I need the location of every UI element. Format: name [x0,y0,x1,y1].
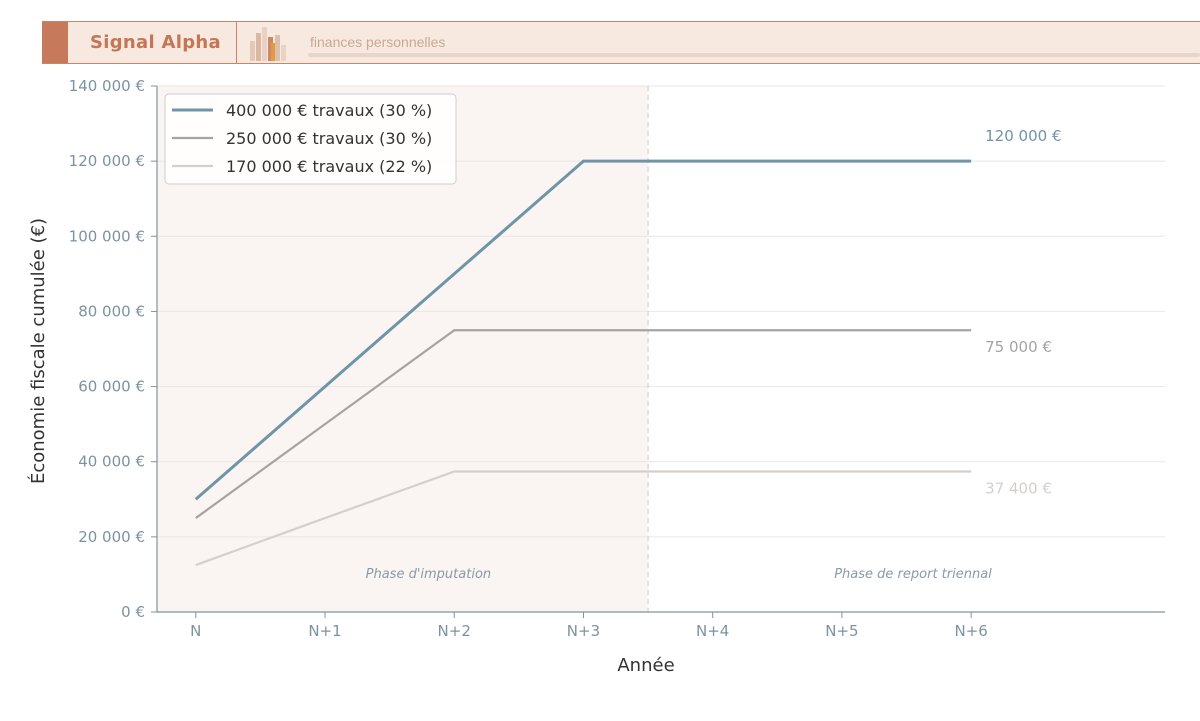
y-tick-label: 60 000 € [78,378,145,396]
x-tick-label: N+1 [308,622,341,640]
y-tick-label: 20 000 € [78,528,145,546]
x-tick-label: N+5 [825,622,858,640]
legend-box [164,93,457,185]
y-tick-label: 40 000 € [78,453,145,471]
legend-label-2: 170 000 € travaux (22 %) [226,157,432,176]
y-tick-label: 0 € [121,603,145,621]
end-label-1: 75 000 € [985,338,1052,356]
end-label-0: 120 000 € [985,127,1061,145]
brand-header: Signal Alpha finances personnelles [42,21,1200,64]
x-tick-label: N+3 [567,622,600,640]
end-label-2: 37 400 € [985,479,1052,497]
y-tick-label: 120 000 € [69,152,145,170]
y-tick-label: 140 000 € [69,77,145,95]
series-line-0 [194,159,972,501]
brand-tagline: finances personnelles [310,34,446,50]
phase-label-0: Phase d'imputation [366,567,492,582]
phase-labels: Phase d'imputation Phase de report trienn… [366,567,993,582]
y-tick-label: 80 000 € [78,302,145,320]
x-tick-label: N+2 [438,622,471,640]
brand-divider [236,22,237,63]
brand-rule [308,53,1200,57]
bar-chart-logo-icon [250,27,286,61]
legend-label-1: 250 000 € travaux (30 %) [226,129,432,148]
series-line-1 [195,329,972,519]
legend: 400 000 € travaux (30 %) 250 000 € travau… [164,93,457,185]
brand-swatch [42,22,68,63]
end-labels: 120 000 € 75 000 € 37 400 € [985,127,1061,497]
x-axis-title: Année [617,655,674,676]
brand-name: Signal Alpha [90,32,221,53]
series-line-2 [195,470,972,567]
y-axis-title: Économie fiscale cumulée (€) [27,218,49,484]
x-tick-label: N+4 [696,622,729,640]
series-lines [194,159,972,567]
x-tick-label: N+6 [954,622,987,640]
y-ticks: 0 € 20 000 € 40 000 € 60 000 € 80 000 € 100 0… [69,77,157,621]
y-tick-label: 100 000 € [69,227,145,245]
phase-label-1: Phase de report triennal [834,567,992,582]
x-ticks: N N+1 N+2 N+3 N+4 N+5 N+6 [190,612,988,640]
x-tick-label: N [190,622,201,640]
legend-label-0: 400 000 € travaux (30 %) [226,101,432,120]
